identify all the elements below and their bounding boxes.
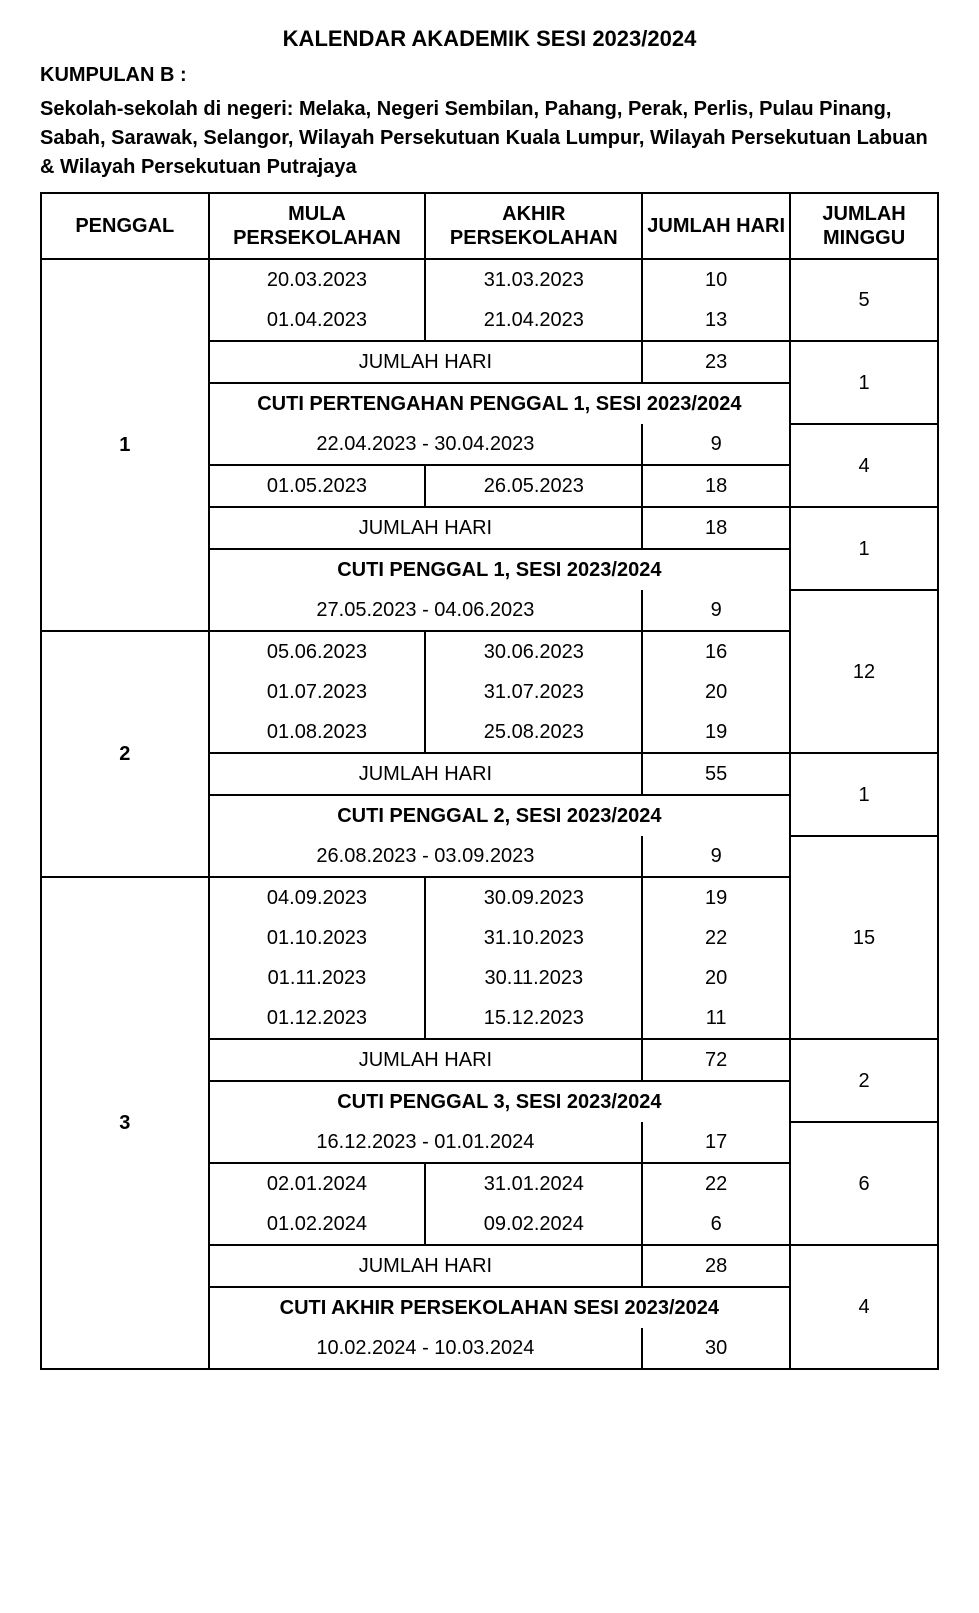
description: Sekolah-sekolah di negeri: Melaka, Neger… — [40, 95, 939, 182]
break-header: CUTI AKHIR PERSEKOLAHAN SESI 2023/2024 — [209, 1287, 791, 1328]
cell-akhir: 25.08.2023 — [425, 712, 642, 753]
cell-akhir: 31.01.2024 — [425, 1163, 642, 1204]
cell-akhir: 26.05.2023 — [425, 465, 642, 507]
subtotal-label: JUMLAH HARI — [209, 341, 643, 383]
table-row: 1 20.03.2023 31.03.2023 10 5 — [41, 259, 938, 300]
cell-hari: 11 — [642, 998, 790, 1039]
header-row: PENGGAL MULA PERSEKOLAHAN AKHIR PERSEKOL… — [41, 193, 938, 259]
break-range: 22.04.2023 - 30.04.2023 — [209, 424, 643, 465]
break-header: CUTI PENGGAL 1, SESI 2023/2024 — [209, 549, 791, 590]
cell-akhir: 30.09.2023 — [425, 877, 642, 918]
cell-mula: 01.08.2023 — [209, 712, 426, 753]
cell-hari: 10 — [642, 259, 790, 300]
cell-mula: 01.10.2023 — [209, 918, 426, 958]
header-jumlah-hari: JUMLAH HARI — [642, 193, 790, 259]
cell-akhir: 30.06.2023 — [425, 631, 642, 672]
cell-mula: 02.01.2024 — [209, 1163, 426, 1204]
break-days: 9 — [642, 836, 790, 877]
cell-minggu: 2 — [790, 1039, 938, 1122]
cell-hari: 20 — [642, 672, 790, 712]
cell-hari: 16 — [642, 631, 790, 672]
subtotal-value: 28 — [642, 1245, 790, 1287]
break-range: 16.12.2023 - 01.01.2024 — [209, 1122, 643, 1163]
calendar-table: PENGGAL MULA PERSEKOLAHAN AKHIR PERSEKOL… — [40, 192, 939, 1370]
break-days: 30 — [642, 1328, 790, 1369]
break-days: 9 — [642, 590, 790, 631]
cell-mula: 20.03.2023 — [209, 259, 426, 300]
cell-mula: 01.02.2024 — [209, 1204, 426, 1245]
cell-minggu: 1 — [790, 507, 938, 590]
subtotal-label: JUMLAH HARI — [209, 507, 643, 549]
subtotal-value: 18 — [642, 507, 790, 549]
break-days: 17 — [642, 1122, 790, 1163]
cell-minggu: 6 — [790, 1122, 938, 1245]
subtotal-label: JUMLAH HARI — [209, 753, 643, 795]
cell-mula: 01.04.2023 — [209, 300, 426, 341]
header-mula: MULA PERSEKOLAHAN — [209, 193, 426, 259]
break-header: CUTI PENGGAL 2, SESI 2023/2024 — [209, 795, 791, 836]
break-range: 10.02.2024 - 10.03.2024 — [209, 1328, 643, 1369]
break-range: 26.08.2023 - 03.09.2023 — [209, 836, 643, 877]
cell-mula: 01.11.2023 — [209, 958, 426, 998]
cell-minggu: 4 — [790, 1245, 938, 1369]
cell-akhir: 09.02.2024 — [425, 1204, 642, 1245]
cell-hari: 20 — [642, 958, 790, 998]
cell-akhir: 31.10.2023 — [425, 918, 642, 958]
subtotal-label: JUMLAH HARI — [209, 1039, 643, 1081]
cell-minggu: 5 — [790, 259, 938, 341]
group-label: KUMPULAN B : — [40, 64, 939, 87]
cell-mula: 01.07.2023 — [209, 672, 426, 712]
page-title: KALENDAR AKADEMIK SESI 2023/2024 — [40, 26, 939, 52]
cell-akhir: 30.11.2023 — [425, 958, 642, 998]
header-jumlah-minggu: JUMLAH MINGGU — [790, 193, 938, 259]
break-header: CUTI PENGGAL 3, SESI 2023/2024 — [209, 1081, 791, 1122]
cell-hari: 22 — [642, 1163, 790, 1204]
cell-akhir: 15.12.2023 — [425, 998, 642, 1039]
cell-minggu: 1 — [790, 753, 938, 836]
penggal-label: 2 — [41, 631, 209, 877]
cell-minggu: 15 — [790, 836, 938, 1039]
cell-hari: 22 — [642, 918, 790, 958]
cell-akhir: 21.04.2023 — [425, 300, 642, 341]
break-header: CUTI PERTENGAHAN PENGGAL 1, SESI 2023/20… — [209, 383, 791, 424]
cell-hari: 13 — [642, 300, 790, 341]
cell-hari: 6 — [642, 1204, 790, 1245]
header-penggal: PENGGAL — [41, 193, 209, 259]
subtotal-value: 72 — [642, 1039, 790, 1081]
subtotal-label: JUMLAH HARI — [209, 1245, 643, 1287]
cell-minggu: 4 — [790, 424, 938, 507]
cell-minggu: 12 — [790, 590, 938, 753]
cell-minggu: 1 — [790, 341, 938, 424]
cell-mula: 04.09.2023 — [209, 877, 426, 918]
break-days: 9 — [642, 424, 790, 465]
cell-hari: 18 — [642, 465, 790, 507]
penggal-label: 3 — [41, 877, 209, 1369]
cell-hari: 19 — [642, 712, 790, 753]
subtotal-value: 23 — [642, 341, 790, 383]
header-akhir: AKHIR PERSEKOLAHAN — [425, 193, 642, 259]
cell-akhir: 31.07.2023 — [425, 672, 642, 712]
cell-akhir: 31.03.2023 — [425, 259, 642, 300]
cell-mula: 01.12.2023 — [209, 998, 426, 1039]
penggal-label: 1 — [41, 259, 209, 631]
cell-mula: 01.05.2023 — [209, 465, 426, 507]
cell-mula: 05.06.2023 — [209, 631, 426, 672]
break-range: 27.05.2023 - 04.06.2023 — [209, 590, 643, 631]
subtotal-value: 55 — [642, 753, 790, 795]
cell-hari: 19 — [642, 877, 790, 918]
